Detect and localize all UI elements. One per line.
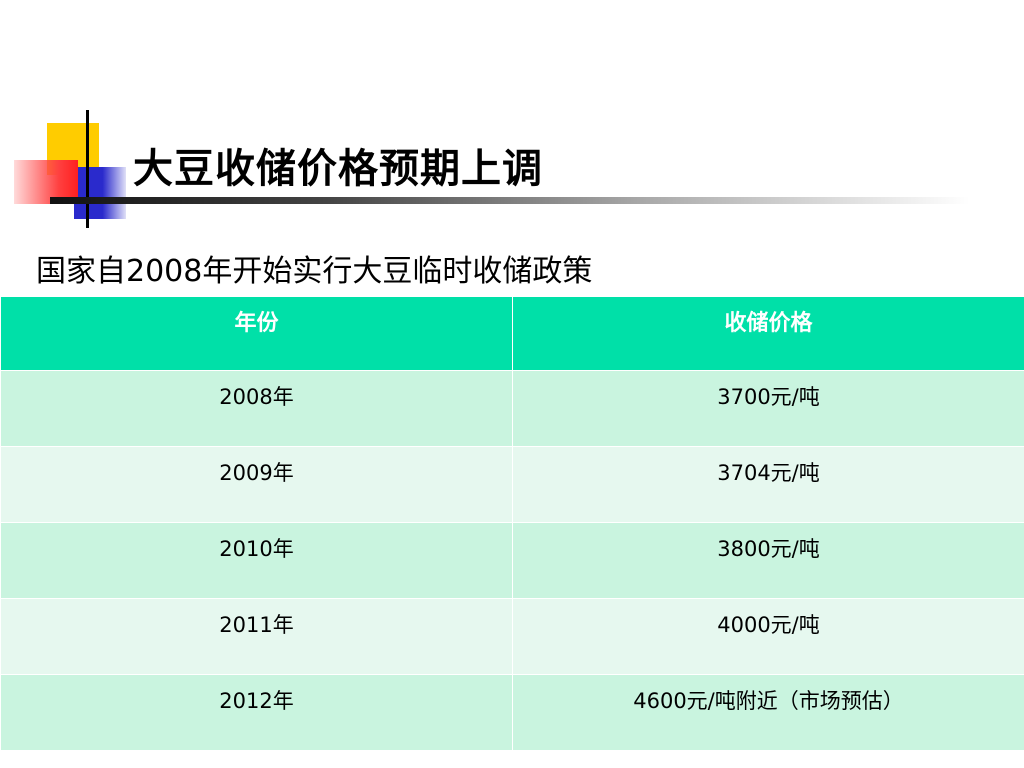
cell-year: 2011年 (0, 598, 513, 675)
table-row: 2012年 4600元/吨附近（市场预估） (0, 674, 1024, 751)
header-year: 年份 (0, 296, 513, 371)
cell-price: 3700元/吨 (512, 370, 1024, 447)
cell-price: 4000元/吨 (512, 598, 1024, 675)
table-row: 2009年 3704元/吨 (0, 446, 1024, 523)
cell-year: 2012年 (0, 674, 513, 751)
slide-subtitle: 国家自2008年开始实行大豆临时收储政策 (36, 254, 593, 289)
table-row: 2008年 3700元/吨 (0, 370, 1024, 447)
table-row: 2010年 3800元/吨 (0, 522, 1024, 599)
header-price: 收储价格 (512, 296, 1024, 371)
cell-year: 2008年 (0, 370, 513, 447)
cell-price: 3704元/吨 (512, 446, 1024, 523)
decor-vertical-line (86, 110, 89, 228)
decor-red-square (14, 160, 78, 204)
price-table: 年份 收储价格 2008年 3700元/吨 2009年 3704元/吨 2010… (0, 296, 1024, 751)
cell-year: 2009年 (0, 446, 513, 523)
cell-price: 4600元/吨附近（市场预估） (512, 674, 1024, 751)
cell-year: 2010年 (0, 522, 513, 599)
decor-blue-square (74, 167, 126, 219)
cell-price: 3800元/吨 (512, 522, 1024, 599)
title-underline (50, 197, 970, 204)
slide-title: 大豆收储价格预期上调 (133, 146, 543, 192)
table-row: 2011年 4000元/吨 (0, 598, 1024, 675)
table-header-row: 年份 收储价格 (0, 296, 1024, 371)
